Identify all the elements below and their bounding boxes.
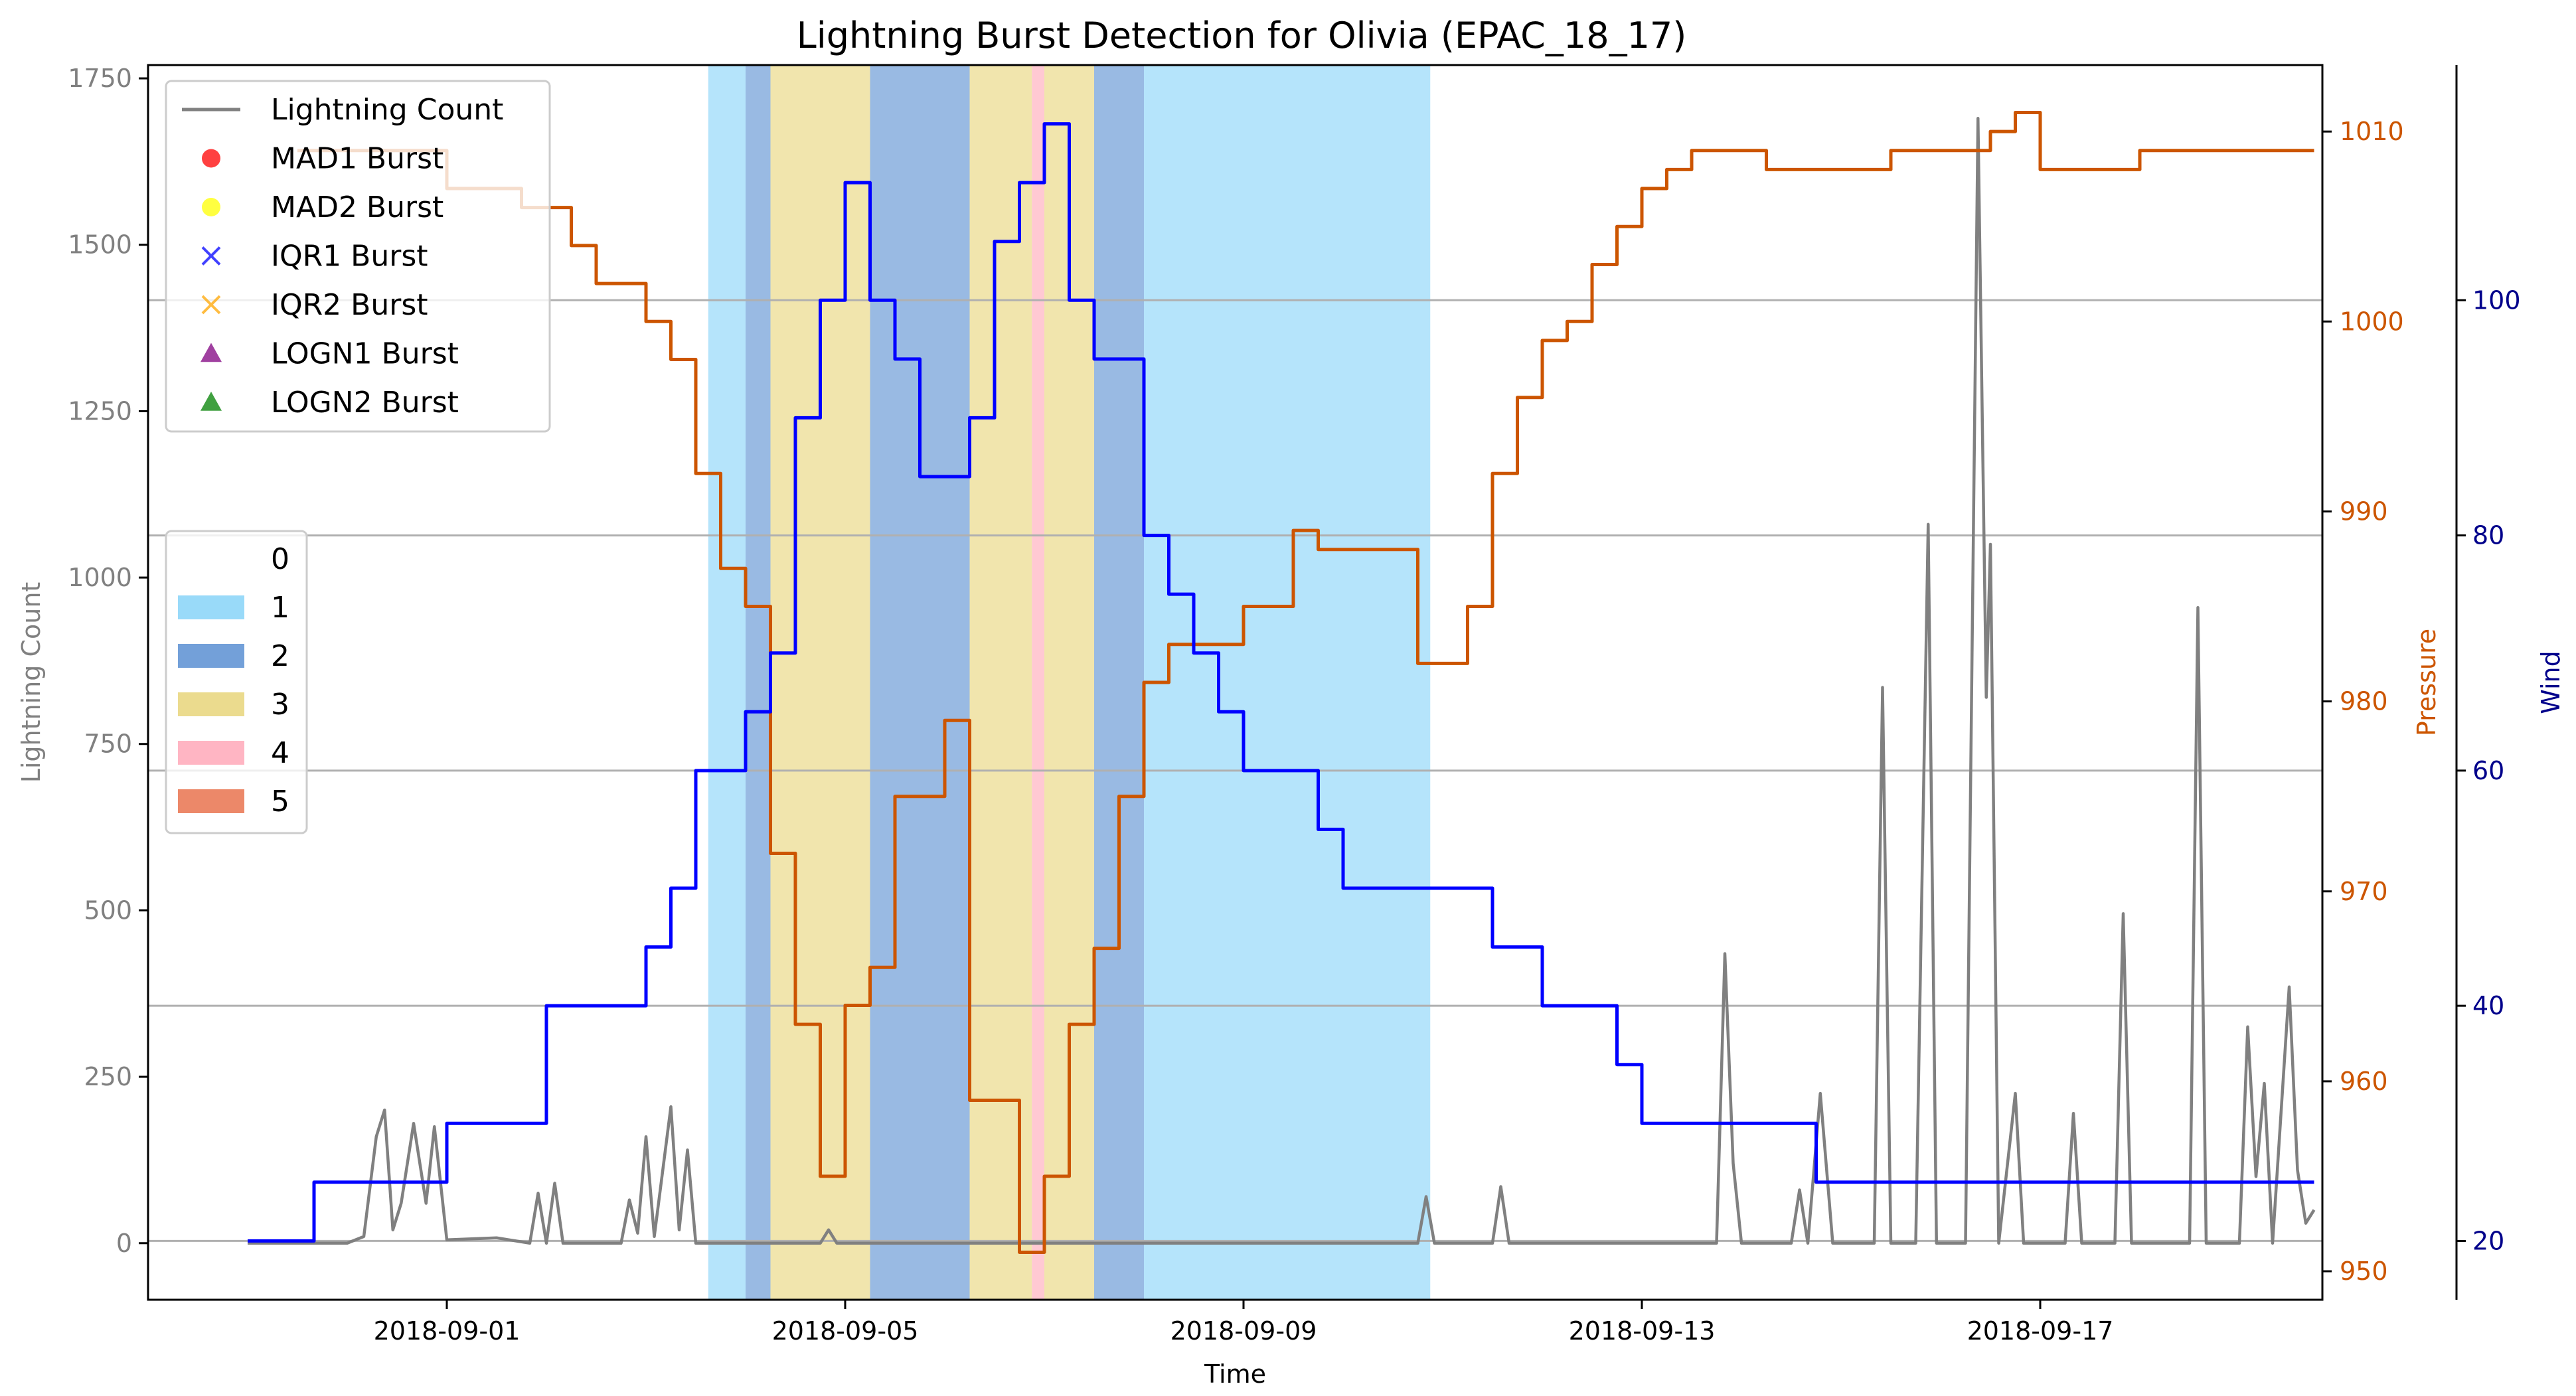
y-pressure-tick-label: 990 (2340, 497, 2388, 526)
y-left-tick-label: 500 (84, 895, 132, 925)
y-left-tick-label: 1250 (68, 396, 132, 426)
legend-phase-label: 1 (271, 591, 289, 625)
legend-phase-label: 3 (271, 688, 289, 722)
legend-series-box (165, 80, 551, 433)
legend-series-label: IQR1 Burst (271, 240, 428, 273)
x-tick-label: 2018-09-01 (374, 1316, 521, 1346)
y-pressure-tick-label: 960 (2340, 1067, 2388, 1096)
y-wind-tick-label: 20 (2472, 1226, 2504, 1255)
y-left-tick-label: 1500 (68, 230, 132, 260)
y-left-tick-label: 1000 (68, 563, 132, 592)
legend-series-label: LOGN1 Burst (271, 337, 459, 371)
phase-band-1 (708, 65, 746, 1300)
x-tick-label: 2018-09-13 (1569, 1316, 1716, 1346)
y-wind-tick-label: 60 (2472, 756, 2504, 785)
phase-band-4 (1032, 65, 1044, 1300)
axes: 2018-09-01 2018-09-05 2018-09-09 2018-09-13… (17, 64, 2565, 1389)
phase-band-2 (1094, 65, 1144, 1300)
series-line-pressure (297, 111, 2314, 1254)
y-wind-axis-label: Wind (2536, 651, 2565, 714)
legends: Lightning Count MAD1 Burst MAD2 Burst IQR1 … (165, 80, 551, 834)
legend-phase-swatch (178, 692, 244, 716)
legend-circle-icon (202, 198, 220, 216)
y-left-tick-label: 1750 (68, 64, 132, 93)
legend-series-label: IQR2 Burst (271, 288, 428, 322)
legend-circle-icon (202, 149, 220, 168)
phase-band-2 (746, 65, 771, 1300)
legend-series-label: MAD2 Burst (271, 191, 443, 224)
y-left-axis-label: Lightning Count (17, 582, 46, 783)
legend-triangle-icon (201, 343, 222, 362)
plot-frame (147, 64, 2324, 1301)
y-left-tick-label: 0 (116, 1229, 132, 1258)
legend-phase-label: 5 (271, 785, 289, 818)
y-wind-tick-label: 100 (2472, 285, 2521, 315)
legend-x-icon (201, 246, 221, 266)
legend-phase-label: 0 (271, 542, 289, 576)
phase-band-2 (870, 65, 970, 1300)
legend-phase-label: 2 (271, 639, 289, 673)
legend-x-icon (201, 295, 221, 315)
y-wind-tick-label: 80 (2472, 521, 2504, 550)
series-lines (248, 111, 2316, 1254)
legend-series-label: MAD1 Burst (271, 142, 443, 176)
legend-phase-swatch (178, 644, 244, 668)
legend-triangle-icon (201, 392, 222, 411)
phase-bands (708, 65, 1431, 1300)
y-pressure-axis-label: Pressure (2412, 629, 2441, 736)
legend-phase-swatch (178, 741, 244, 765)
y-pressure-tick-label: 1010 (2340, 117, 2404, 146)
chart-title: Lightning Burst Detection for Olivia (EP… (797, 15, 1687, 56)
y-pressure-tick-label: 980 (2340, 687, 2388, 716)
x-tick-label: 2018-09-17 (1967, 1316, 2114, 1346)
series-line-wind (248, 122, 2314, 1243)
legend-series-label: Lightning Count (271, 93, 503, 127)
y-left-tick-label: 250 (84, 1062, 132, 1091)
legend-phase-swatch (178, 789, 244, 813)
phase-band-1 (1144, 65, 1431, 1300)
y-pressure-tick-label: 970 (2340, 877, 2388, 906)
legend-phase-swatch (178, 595, 244, 619)
phase-band-3 (969, 65, 1032, 1300)
x-tick-label: 2018-09-05 (772, 1316, 919, 1346)
legend-phase-label: 4 (271, 736, 289, 770)
x-axis-label: Time (1204, 1359, 1266, 1389)
y-wind-tick-label: 40 (2472, 991, 2504, 1020)
x-tick-label: 2018-09-09 (1170, 1316, 1317, 1346)
y-pressure-tick-label: 1000 (2340, 307, 2404, 336)
series-line-lightning-count (248, 116, 2316, 1245)
y-left-tick-label: 750 (84, 730, 132, 759)
y-pressure-tick-label: 950 (2340, 1257, 2388, 1286)
legend-series-label: LOGN2 Burst (271, 386, 459, 420)
